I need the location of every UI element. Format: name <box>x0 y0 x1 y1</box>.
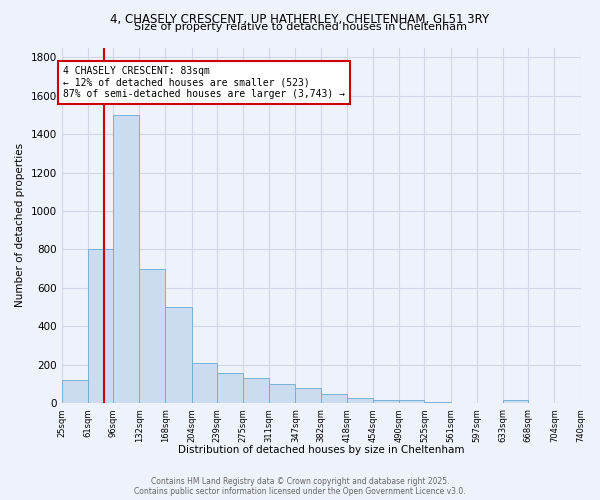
Bar <box>477 403 503 404</box>
Bar <box>62 380 88 404</box>
Bar <box>399 400 424 404</box>
Text: 4 CHASELY CRESCENT: 83sqm
← 12% of detached houses are smaller (523)
87% of semi: 4 CHASELY CRESCENT: 83sqm ← 12% of detac… <box>63 66 345 98</box>
Bar <box>88 250 113 404</box>
Bar <box>373 400 399 404</box>
Text: Contains HM Land Registry data © Crown copyright and database right 2025.
Contai: Contains HM Land Registry data © Crown c… <box>134 476 466 496</box>
Bar <box>139 268 166 404</box>
Bar <box>554 403 581 404</box>
Bar <box>191 363 217 404</box>
Bar <box>424 402 451 404</box>
Bar <box>113 115 139 404</box>
Bar <box>295 388 321 404</box>
Bar <box>321 394 347 404</box>
Bar <box>503 400 528 404</box>
Bar <box>347 398 373 404</box>
X-axis label: Distribution of detached houses by size in Cheltenham: Distribution of detached houses by size … <box>178 445 464 455</box>
Text: Size of property relative to detached houses in Cheltenham: Size of property relative to detached ho… <box>133 22 467 32</box>
Bar <box>451 403 477 404</box>
Y-axis label: Number of detached properties: Number of detached properties <box>15 144 25 308</box>
Bar <box>243 378 269 404</box>
Text: 4, CHASELY CRESCENT, UP HATHERLEY, CHELTENHAM, GL51 3RY: 4, CHASELY CRESCENT, UP HATHERLEY, CHELT… <box>110 12 490 26</box>
Bar <box>217 372 243 404</box>
Bar <box>166 307 191 404</box>
Bar <box>528 403 554 404</box>
Bar <box>269 384 295 404</box>
